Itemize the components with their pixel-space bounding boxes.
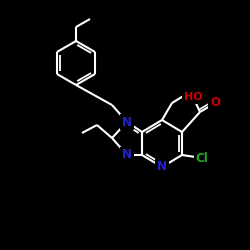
Text: HO: HO (184, 92, 202, 102)
Text: Cl: Cl (196, 152, 208, 164)
Text: O: O (210, 96, 220, 110)
Text: N: N (157, 160, 167, 173)
Text: N: N (122, 116, 132, 128)
Text: N: N (122, 148, 132, 162)
